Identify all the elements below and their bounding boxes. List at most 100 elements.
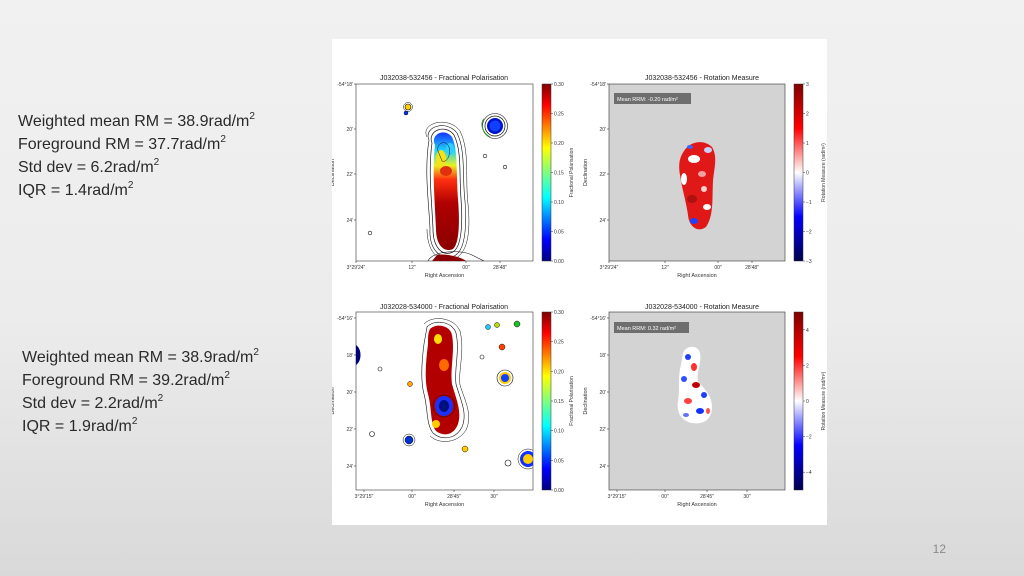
colorbar-tick-label: −3 [806,259,812,265]
colorbar-tick-label: 2 [806,112,809,118]
stat-value: 2.2 [94,395,117,412]
y-tick-label: -54°18' [590,82,606,88]
x-tick-label: 00" [661,494,669,500]
y-tick-label: 24' [346,218,353,224]
colorbar [541,311,552,491]
colorbar-tick-label: 0.10 [554,200,564,206]
stat-value: 1.9 [68,418,91,435]
colorbar-tick-label: −2 [806,230,812,236]
y-tick-label: -54°16' [590,316,606,322]
x-tick-label: 00" [408,494,416,500]
colorbar-tick-label: 0.00 [554,488,564,494]
colorbar-tick-label: 0.30 [554,310,564,316]
colorbar-tick-label: 0 [806,399,809,405]
stat-unit-exponent: 2 [157,393,164,404]
y-tick-label: 24' [346,464,353,470]
x-tick-label: 00" [714,265,722,271]
y-tick-label: 22' [346,172,353,178]
panel-rm-bottom: J032028-534000 - Rotation Measure Mean R… [608,304,786,491]
stat-line: Weighted mean RM = 38.9rad/m2 [18,110,255,133]
stat-line: Foreground RM = 37.7rad/m2 [18,133,255,156]
stat-unit-exponent: 2 [131,416,138,427]
y-axis-label: Declination [332,159,336,186]
x-tick-label: 30" [490,494,498,500]
y-tick-label: 18' [599,353,606,359]
y-tick-label: 20' [599,390,606,396]
stats-block-top: Weighted mean RM = 38.9rad/m2 Foreground … [18,110,255,202]
y-tick-label: -54°18' [337,82,353,88]
colorbar-tick-label: −4 [806,470,812,476]
panel-title: J032028-534000 - Fractional Polarisation [380,304,508,311]
rm-map [677,346,712,424]
colorbar-tick-label: 0.20 [554,369,564,375]
stat-value: 6.2 [90,159,113,176]
colorbar-tick-label: 2 [806,363,809,369]
axes-layer: -54°18' 20' 22' 24' 3°29'24" 12" 00" 28'48" Righ… [330,82,827,508]
x-axis-label: Right Ascension [677,502,716,508]
stat-unit-exponent: 2 [249,111,255,122]
y-tick-label: 20' [599,127,606,133]
stat-unit-exponent: 2 [153,157,160,168]
y-tick-label: 20' [346,127,353,133]
x-tick-label: 28'45" [447,494,461,500]
x-tick-label: 3°29'15" [608,494,627,500]
y-tick-label: 22' [346,427,353,433]
stat-label: Weighted mean RM = [22,349,182,366]
colorbar-tick-label: −2 [806,435,812,441]
stat-label: Foreground RM = [18,136,149,153]
x-tick-label: 3°29'24" [600,265,619,271]
polarisation-map [367,102,508,261]
colorbar-label: Fractional Polarisation [569,376,575,426]
stat-unit: rad/m [179,136,221,153]
stat-unit-exponent: 2 [253,347,259,358]
y-tick-label: 24' [599,464,606,470]
colorbar-tick-label: 4 [806,328,809,334]
colorbar-tick-label: 0.00 [554,259,564,265]
stat-label: IQR = [22,418,69,435]
colorbar-label: Fractional Polarisation [569,148,575,198]
y-tick-label: 22' [599,172,606,178]
stat-unit: rad/m [90,418,132,435]
colorbar-tick-label: 0.30 [554,82,564,88]
stat-label: Weighted mean RM = [18,113,178,130]
mean-rrm-annotation: Mean RRM: 0.32 rad/m² [617,326,676,332]
x-tick-label: 00" [462,265,470,271]
stat-value: 38.9 [177,113,209,130]
rm-map [679,142,716,230]
stat-value: 39.2 [152,372,184,389]
colorbar-tick-label: 0.15 [554,399,564,405]
colorbar-tick-label: 3 [806,82,809,88]
colorbar-tick-label: 0.15 [554,171,564,177]
colorbar-tick-label: 0.05 [554,230,564,236]
stat-unit: rad/m [212,349,254,366]
stat-line: IQR = 1.4rad/m2 [18,179,255,202]
annotation-box [614,322,689,333]
panel-title: J032038-532456 - Rotation Measure [645,75,759,82]
colorbar [793,83,804,262]
stat-unit: rad/m [183,372,225,389]
stat-unit-exponent: 2 [127,180,134,191]
colorbar-tick-label: 0.05 [554,458,564,464]
y-tick-label: 24' [599,218,606,224]
stat-line: IQR = 1.9rad/m2 [22,415,259,438]
x-tick-label: 28'48" [493,265,507,271]
stat-unit: rad/m [116,395,158,412]
stat-unit: rad/m [112,159,154,176]
y-axis-label: Declination [583,387,589,414]
x-axis-label: Right Ascension [425,502,464,508]
y-axis-label: Declination [332,387,336,414]
colorbar-tick-label: 0.10 [554,429,564,435]
stat-unit: rad/m [86,182,128,199]
colorbar-tick-label: 0.25 [554,340,564,346]
polarisation-map [356,318,533,470]
x-axis-label: Right Ascension [425,273,464,279]
panel-title: J032028-534000 - Rotation Measure [645,304,759,311]
stat-value: 37.7 [148,136,180,153]
stat-label: IQR = [18,182,65,199]
panel-rm-top: J032038-532456 - Rotation Measure Mean R… [608,75,786,262]
panel-fracpol-bottom: J032028-534000 - Fractional Polarisation [355,304,534,491]
y-tick-label: 18' [346,353,353,359]
stat-value: 38.9 [181,349,213,366]
stat-unit-exponent: 2 [224,370,230,381]
stats-block-bottom: Weighted mean RM = 38.9rad/m2 Foreground … [22,346,259,438]
